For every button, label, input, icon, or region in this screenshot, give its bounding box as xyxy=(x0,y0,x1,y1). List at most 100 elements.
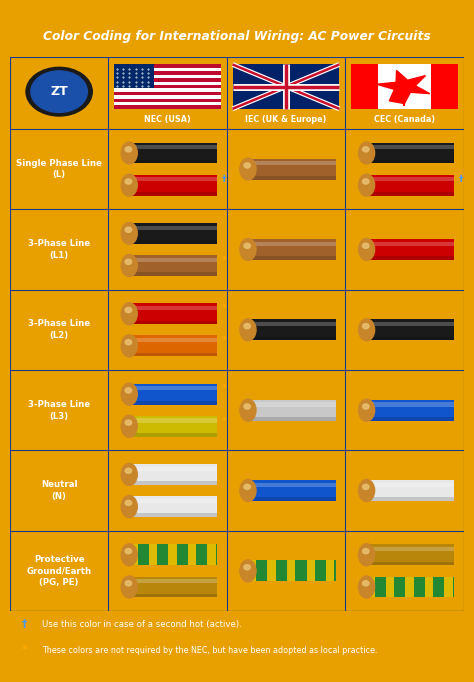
Bar xyxy=(366,576,375,597)
Circle shape xyxy=(26,68,92,116)
Ellipse shape xyxy=(121,303,137,325)
Bar xyxy=(248,561,256,581)
Bar xyxy=(129,496,217,517)
Bar xyxy=(129,143,217,164)
Bar xyxy=(307,561,315,581)
Bar xyxy=(366,480,454,501)
Text: *: * xyxy=(222,256,227,265)
Text: 3-Phase Line
(L1): 3-Phase Line (L1) xyxy=(28,239,90,260)
Bar xyxy=(248,480,336,501)
Bar xyxy=(366,175,454,196)
Ellipse shape xyxy=(240,239,256,261)
Bar xyxy=(129,223,217,244)
Bar xyxy=(248,176,336,179)
Bar xyxy=(129,306,217,310)
Bar xyxy=(129,418,217,423)
Ellipse shape xyxy=(363,323,369,329)
Bar xyxy=(248,161,336,166)
Bar xyxy=(425,576,433,597)
Bar xyxy=(248,322,336,326)
Polygon shape xyxy=(377,70,430,104)
Bar xyxy=(129,255,217,276)
Ellipse shape xyxy=(363,404,369,409)
Bar xyxy=(366,143,454,164)
Ellipse shape xyxy=(121,464,137,486)
Bar xyxy=(129,226,217,230)
Ellipse shape xyxy=(125,548,132,554)
Ellipse shape xyxy=(244,163,250,168)
Ellipse shape xyxy=(125,420,132,425)
Bar xyxy=(248,561,336,581)
Bar xyxy=(129,160,217,164)
Bar xyxy=(366,497,454,501)
Bar xyxy=(366,544,454,565)
Bar xyxy=(366,239,454,260)
Ellipse shape xyxy=(363,147,369,152)
Text: †: † xyxy=(459,175,464,184)
Bar xyxy=(207,544,216,565)
Bar xyxy=(326,561,334,581)
Ellipse shape xyxy=(240,318,256,341)
Ellipse shape xyxy=(244,404,250,409)
Text: CEC (Canada): CEC (Canada) xyxy=(374,115,435,124)
Bar xyxy=(366,483,454,487)
Ellipse shape xyxy=(358,544,374,566)
Text: NEC (USA): NEC (USA) xyxy=(144,115,191,124)
Ellipse shape xyxy=(121,335,137,357)
Bar xyxy=(114,99,220,102)
Bar xyxy=(149,544,157,565)
Bar xyxy=(248,319,336,340)
Ellipse shape xyxy=(121,222,137,244)
Ellipse shape xyxy=(125,388,132,393)
Ellipse shape xyxy=(358,399,374,421)
Ellipse shape xyxy=(125,179,132,184)
Bar xyxy=(248,400,336,421)
Ellipse shape xyxy=(121,576,137,598)
Bar xyxy=(168,544,177,565)
Bar xyxy=(386,576,394,597)
Circle shape xyxy=(31,71,87,113)
Text: Neutral
(N): Neutral (N) xyxy=(41,480,77,501)
Text: IEC (UK & Europe): IEC (UK & Europe) xyxy=(245,115,327,124)
Bar xyxy=(129,499,217,503)
Bar xyxy=(366,576,454,597)
Bar xyxy=(129,177,217,181)
Bar xyxy=(366,160,454,164)
Ellipse shape xyxy=(363,548,369,554)
Bar xyxy=(366,177,454,181)
Bar xyxy=(233,65,339,109)
Ellipse shape xyxy=(358,174,374,196)
Ellipse shape xyxy=(358,576,374,598)
Text: 3-Phase Line
(L3): 3-Phase Line (L3) xyxy=(28,400,90,421)
Bar xyxy=(129,466,217,471)
Bar xyxy=(351,65,378,109)
Bar xyxy=(129,576,217,597)
Ellipse shape xyxy=(240,399,256,421)
Bar xyxy=(366,256,454,260)
Ellipse shape xyxy=(125,580,132,586)
Bar xyxy=(366,337,454,340)
Ellipse shape xyxy=(363,484,369,490)
Bar xyxy=(114,72,220,75)
Ellipse shape xyxy=(121,254,137,276)
Ellipse shape xyxy=(244,243,250,248)
Bar xyxy=(114,64,220,68)
Bar xyxy=(378,65,431,109)
Ellipse shape xyxy=(240,158,256,180)
Ellipse shape xyxy=(244,484,250,490)
Bar xyxy=(129,416,217,436)
Bar xyxy=(114,102,220,106)
Bar xyxy=(129,258,217,262)
Bar xyxy=(114,106,220,109)
Ellipse shape xyxy=(125,259,132,265)
Bar xyxy=(114,95,220,99)
Bar xyxy=(366,145,454,149)
Bar xyxy=(366,241,454,246)
Bar xyxy=(129,321,217,324)
Ellipse shape xyxy=(358,239,374,261)
Bar xyxy=(366,192,454,196)
Bar xyxy=(129,353,217,356)
Ellipse shape xyxy=(121,383,137,405)
Text: †: † xyxy=(222,175,226,184)
Bar xyxy=(248,497,336,501)
